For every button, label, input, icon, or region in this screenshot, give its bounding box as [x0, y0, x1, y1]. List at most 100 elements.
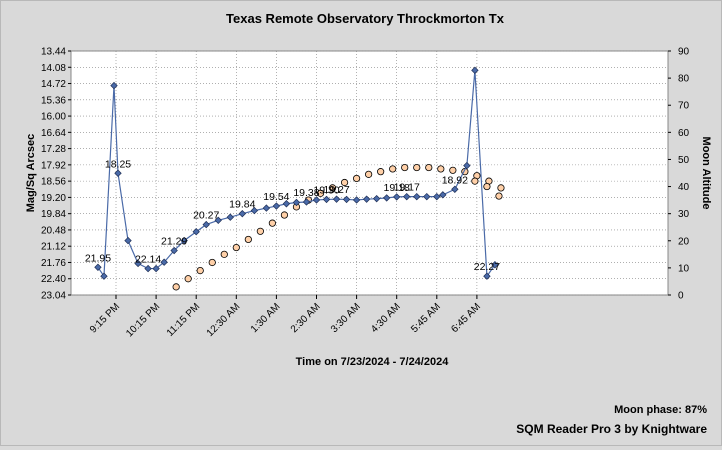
- right-tick-label: 10: [678, 263, 690, 274]
- right-tick-label: 20: [678, 236, 690, 247]
- moon-point: [497, 184, 505, 192]
- moon-point: [196, 266, 204, 275]
- sqm-point: [413, 192, 421, 201]
- sqm-point: [160, 258, 168, 266]
- moon-point: [449, 166, 457, 174]
- grid-lines: [71, 50, 668, 296]
- moon-point: [184, 275, 192, 283]
- sqm-point: [114, 169, 122, 177]
- sqm-data-label: 21.95: [85, 252, 111, 264]
- sqm-point: [144, 264, 152, 273]
- sqm-data-label: 22.27: [474, 261, 500, 273]
- right-tick-label: 80: [678, 74, 690, 85]
- left-tick-label: 13.44: [41, 47, 66, 58]
- sqm-point: [124, 236, 132, 245]
- left-tick-label: 21.76: [41, 258, 66, 269]
- sqm-data-label: 19.38: [293, 187, 319, 199]
- sqm-point: [214, 216, 222, 224]
- moon-point: [483, 182, 491, 191]
- moon-point: [220, 250, 228, 258]
- right-tick-label: 70: [678, 101, 690, 112]
- left-tick-label: 22.40: [41, 274, 66, 285]
- software-credit: SQM Reader Pro 3 by Knightware: [516, 422, 707, 436]
- sqm-data-label: 19.84: [229, 199, 255, 211]
- sqm-point: [322, 195, 331, 204]
- moon-altitude-series: [172, 163, 505, 291]
- moon-point: [244, 235, 252, 244]
- x-tick-label: 9:15 PM: [88, 301, 122, 335]
- moon-phase-text: Moon phase: 87%: [614, 404, 707, 416]
- moon-point: [377, 168, 385, 176]
- sqm-point: [372, 194, 381, 203]
- right-tick-label: 60: [678, 128, 690, 139]
- moon-point: [340, 178, 349, 187]
- sqm-data-label: 19.27: [323, 184, 349, 196]
- sqm-point: [226, 213, 234, 221]
- sqm-point: [292, 198, 301, 207]
- moon-point: [365, 170, 373, 178]
- moon-point: [328, 184, 337, 192]
- sqm-data-label: 19.30: [313, 184, 339, 196]
- sqm-point: [433, 192, 441, 201]
- sqm-point: [451, 185, 459, 193]
- sqm-point: [382, 194, 391, 202]
- sqm-point: [439, 191, 447, 199]
- left-tick-label: 14.08: [41, 63, 66, 74]
- y-axis-left-label: Mag/Sq Arcsec: [25, 134, 37, 212]
- sqm-data-label: 19.17: [394, 182, 420, 194]
- right-tick-label: 30: [678, 209, 690, 220]
- sqm-data-label: 18.25: [105, 158, 131, 170]
- x-tick-label: 10:15 PM: [124, 301, 162, 339]
- sqm-point: [180, 236, 188, 245]
- right-tick-label: 40: [678, 182, 690, 193]
- sqm-point: [393, 193, 401, 201]
- x-tick-label: 2:30 AM: [289, 301, 323, 335]
- sqm-point: [100, 272, 108, 280]
- moon-point: [352, 174, 361, 183]
- left-tick-label: 17.92: [41, 160, 66, 171]
- sqm-point: [238, 209, 247, 218]
- sqm-point: [134, 259, 142, 268]
- sqm-point: [332, 195, 341, 203]
- left-tick-label: 23.04: [41, 291, 66, 302]
- moon-point: [437, 165, 445, 173]
- sqm-data-label: 19.18: [384, 182, 410, 194]
- y-axis-right-label: Moon Altitude: [700, 137, 712, 210]
- x-tick-label: 4:30 AM: [369, 301, 403, 335]
- sqm-point: [342, 195, 351, 204]
- sqm-point: [471, 66, 479, 75]
- sqm-point: [491, 261, 499, 269]
- sqm-point: [94, 263, 102, 271]
- sqm-point: [282, 200, 291, 208]
- left-tick-label: 16.64: [41, 128, 66, 139]
- sqm-point: [170, 246, 178, 255]
- sqm-point: [152, 264, 160, 273]
- moon-point: [256, 227, 264, 235]
- moon-point: [413, 163, 421, 172]
- moon-point: [425, 163, 433, 172]
- moon-point: [389, 165, 397, 173]
- x-tick-label: 1:30 AM: [249, 301, 283, 335]
- sqm-point: [110, 81, 118, 90]
- sqm-point: [362, 195, 371, 203]
- right-tick-label: 0: [678, 291, 684, 302]
- moon-point: [495, 192, 503, 200]
- left-tick-label: 19.20: [41, 193, 66, 204]
- right-tick-label: 50: [678, 155, 690, 166]
- right-axis-ticks: 0 10 20 30 40 50 60 70 80 90: [668, 47, 690, 302]
- moon-point: [208, 258, 216, 267]
- x-axis-label: Time on 7/23/2024 - 7/24/2024: [296, 356, 450, 368]
- moon-point: [471, 177, 479, 185]
- chart-title: Texas Remote Observatory Throckmorton Tx: [226, 11, 505, 26]
- x-tick-label: 5:45 AM: [409, 301, 443, 335]
- x-tick-label: 6:45 AM: [449, 301, 483, 335]
- sqm-point: [483, 272, 491, 280]
- x-tick-label: 12:30 AM: [205, 301, 243, 339]
- left-tick-label: 21.12: [41, 242, 66, 253]
- sqm-data-label: 21.29: [161, 236, 187, 248]
- moon-point: [268, 219, 276, 227]
- sqm-data-label: 18.92: [442, 174, 468, 186]
